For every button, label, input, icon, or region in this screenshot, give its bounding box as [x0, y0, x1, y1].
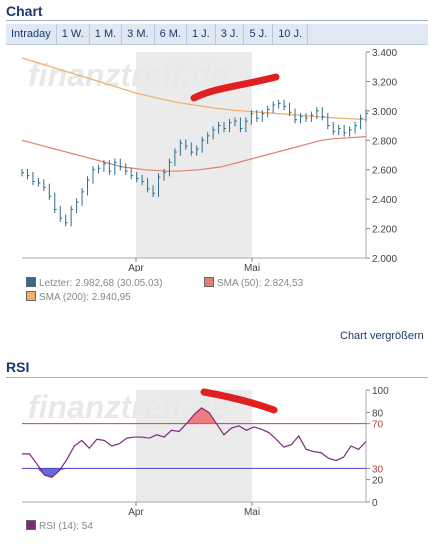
legend-sma50-label: SMA (50): 2.824,53: [217, 278, 304, 289]
tab-6-m[interactable]: 6 M.: [155, 24, 187, 44]
legend-sma200-swatch: [26, 291, 36, 301]
sma200-line: [21, 57, 367, 121]
chart-ytick-label: 3.400: [372, 48, 397, 59]
legend-sma50-swatch: [204, 277, 214, 287]
legend-rsi: RSI (14): 54: [26, 520, 93, 532]
rsi-ytick-label: 30: [372, 464, 384, 475]
tab-3-j[interactable]: 3 J.: [216, 24, 245, 44]
chart-enlarge-link[interactable]: Chart vergrößern: [340, 330, 424, 342]
chart-ytick-label: 2.600: [372, 166, 397, 177]
chart-ytick-label: 2.400: [372, 195, 397, 206]
legend-sma200-label: SMA (200): 2.940,95: [39, 292, 131, 303]
rsi-xtick-label: Apr: [128, 507, 144, 518]
rsi-ytick-label: 20: [372, 476, 384, 487]
chart-section-title: Chart: [6, 3, 43, 19]
rsi-title-rule: [6, 377, 428, 378]
rsi-ytick-label: 80: [372, 408, 384, 419]
chart-ytick-label: 2.800: [372, 136, 397, 147]
legend-sma200: SMA (200): 2.940,95: [26, 291, 131, 303]
legend-last-swatch: [26, 277, 36, 287]
tab-3-m[interactable]: 3 M.: [122, 24, 155, 44]
timeframe-tabs: Intraday 1 W. 1 M. 3 M. 6 M. 1 J. 3 J. 5 J. 10 J…: [6, 24, 428, 45]
watermark: finanztreff.de: [28, 57, 228, 93]
rsi-xtick-label: Mai: [244, 507, 260, 518]
chart-title-rule: [6, 20, 428, 21]
rsi-ytick-label: 0: [372, 498, 378, 509]
chart-xtick-label: Apr: [128, 263, 144, 272]
chart-ytick-label: 3.200: [372, 77, 397, 88]
tab-1-j[interactable]: 1 J.: [187, 24, 216, 44]
chart-ytick-label: 2.000: [372, 254, 397, 265]
tab-intraday[interactable]: Intraday: [6, 24, 57, 44]
sma50-line: [21, 136, 367, 172]
legend-sma50: SMA (50): 2.824,53: [204, 277, 303, 289]
price-chart: 3.400 3.200 3.000 2.800 2.600 2.400 2.200 2.000…: [21, 48, 397, 272]
tab-1-m[interactable]: 1 M.: [90, 24, 123, 44]
legend-last: Letzter: 2.982,68 (30.05.03): [26, 277, 162, 289]
rsi-line: [22, 407, 367, 479]
chart-ytick-label: 2.200: [372, 225, 397, 236]
rsi-section-title: RSI: [6, 359, 30, 375]
chart-xtick-label: Mai: [244, 263, 260, 272]
tab-5-j[interactable]: 5 J.: [244, 24, 274, 44]
rsi-annotation-stroke: [200, 388, 278, 414]
legend-rsi-swatch: [26, 520, 36, 530]
rsi-ytick-label: 100: [372, 386, 389, 397]
rsi-highlight-band: [136, 390, 252, 502]
legend-last-label: Letzter: 2.982,68 (30.05.03): [39, 278, 163, 289]
tab-10-j[interactable]: 10 J.: [273, 24, 309, 44]
rsi-ytick-label: 70: [372, 420, 384, 431]
chart-ytick-label: 3.000: [372, 107, 397, 118]
annotation-divergence-stroke: [190, 73, 280, 102]
legend-rsi-label: RSI (14): 54: [39, 521, 93, 532]
tab-1-w[interactable]: 1 W.: [57, 24, 90, 44]
